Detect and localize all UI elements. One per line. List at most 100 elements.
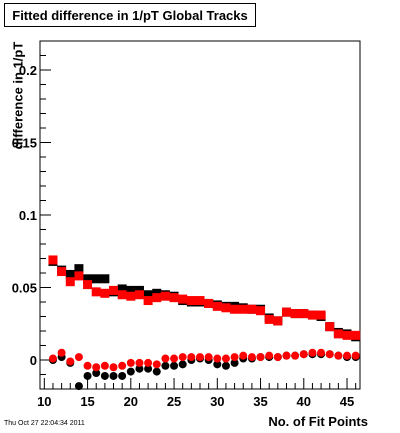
data-point-square xyxy=(143,290,153,300)
data-point-square xyxy=(212,301,222,311)
x-tick-label: 30 xyxy=(210,394,224,409)
y-tick-label: 0.15 xyxy=(12,136,37,151)
data-point-circle xyxy=(74,382,83,391)
data-point-circle xyxy=(126,358,135,367)
data-point-square xyxy=(109,285,119,295)
data-point-square xyxy=(247,304,257,314)
data-point-circle xyxy=(230,353,239,362)
data-point-circle xyxy=(100,371,109,380)
y-tick-label: 0 xyxy=(30,353,37,368)
data-point-square xyxy=(143,296,153,306)
data-point-circle xyxy=(213,360,222,369)
data-point-circle xyxy=(221,361,230,370)
data-point-circle xyxy=(351,351,360,360)
x-tick-label: 10 xyxy=(37,394,51,409)
data-point-circle xyxy=(204,353,213,362)
data-point-square xyxy=(325,322,335,332)
data-point-circle xyxy=(187,353,196,362)
data-point-square xyxy=(169,293,179,303)
data-point-square xyxy=(74,264,84,274)
chart-title-box: Fitted difference in 1/pT Global Tracks xyxy=(4,3,256,27)
data-point-square xyxy=(178,294,188,304)
data-point-circle xyxy=(118,361,127,370)
data-point-circle xyxy=(247,353,256,362)
data-point-circle xyxy=(239,351,248,360)
data-point-circle xyxy=(48,354,57,363)
data-point-circle xyxy=(291,351,300,360)
data-point-circle xyxy=(256,353,265,362)
data-point-circle xyxy=(152,360,161,369)
data-point-circle xyxy=(144,358,153,367)
chart-title: Fitted difference in 1/pT Global Tracks xyxy=(12,8,248,23)
data-point-circle xyxy=(118,371,127,380)
data-point-circle xyxy=(343,351,352,360)
x-axis-label: No. of Fit Points xyxy=(268,414,368,429)
data-point-square xyxy=(117,284,127,294)
data-point-square xyxy=(195,296,205,306)
data-point-square xyxy=(126,285,136,295)
data-point-square xyxy=(117,290,127,300)
data-point-square xyxy=(273,316,283,326)
data-point-circle xyxy=(170,354,179,363)
data-point-square xyxy=(186,296,196,306)
data-point-circle xyxy=(230,358,239,367)
data-point-square xyxy=(100,288,110,298)
data-point-circle xyxy=(57,348,66,357)
data-point-circle xyxy=(273,353,282,362)
data-point-circle xyxy=(83,361,92,370)
data-point-square xyxy=(264,314,274,324)
data-point-circle xyxy=(265,351,274,360)
data-point-square xyxy=(351,330,361,340)
data-point-square xyxy=(48,255,58,265)
data-point-square xyxy=(333,329,343,339)
x-tick-label: 35 xyxy=(253,394,267,409)
data-point-square xyxy=(65,277,75,287)
x-tick-label: 15 xyxy=(80,394,94,409)
data-point-square xyxy=(221,303,231,313)
data-point-circle xyxy=(152,367,161,376)
x-tick-label: 20 xyxy=(124,394,138,409)
data-point-circle xyxy=(144,364,153,373)
y-tick-label: 0.1 xyxy=(19,208,37,223)
data-point-square xyxy=(65,269,75,279)
data-point-square xyxy=(230,304,240,314)
timestamp: Thu Oct 27 22:04:34 2011 xyxy=(4,420,85,427)
data-point-circle xyxy=(109,371,118,380)
data-point-square xyxy=(83,280,93,290)
data-point-circle xyxy=(221,354,230,363)
data-point-circle xyxy=(213,354,222,363)
data-point-square xyxy=(100,274,110,284)
data-point-square xyxy=(204,298,214,308)
data-point-square xyxy=(160,291,170,301)
data-point-square xyxy=(126,291,136,301)
data-point-square xyxy=(134,290,144,300)
data-point-circle xyxy=(178,360,187,369)
x-tick-label: 45 xyxy=(340,394,354,409)
y-tick-label: 0.2 xyxy=(19,63,37,78)
data-point-circle xyxy=(317,348,326,357)
x-tick-label: 40 xyxy=(297,394,311,409)
data-point-square xyxy=(256,306,266,316)
data-point-circle xyxy=(282,351,291,360)
data-point-circle xyxy=(66,357,75,366)
data-point-square xyxy=(316,310,326,320)
data-point-circle xyxy=(92,369,101,378)
plot-frame xyxy=(39,40,361,390)
data-point-circle xyxy=(161,361,170,370)
data-point-square xyxy=(290,309,300,319)
data-point-circle xyxy=(161,354,170,363)
data-point-circle xyxy=(135,364,144,373)
data-point-circle xyxy=(196,353,204,362)
data-point-circle xyxy=(100,361,109,370)
y-tick-label: 0.05 xyxy=(12,281,37,296)
data-point-circle xyxy=(325,350,334,359)
data-point-square xyxy=(57,267,67,277)
data-point-square xyxy=(91,274,101,284)
data-point-square xyxy=(307,310,317,320)
data-point-square xyxy=(83,274,93,284)
data-point-circle xyxy=(109,363,118,372)
data-point-circle xyxy=(126,367,135,376)
x-tick-label: 25 xyxy=(167,394,181,409)
data-point-square xyxy=(91,287,101,297)
